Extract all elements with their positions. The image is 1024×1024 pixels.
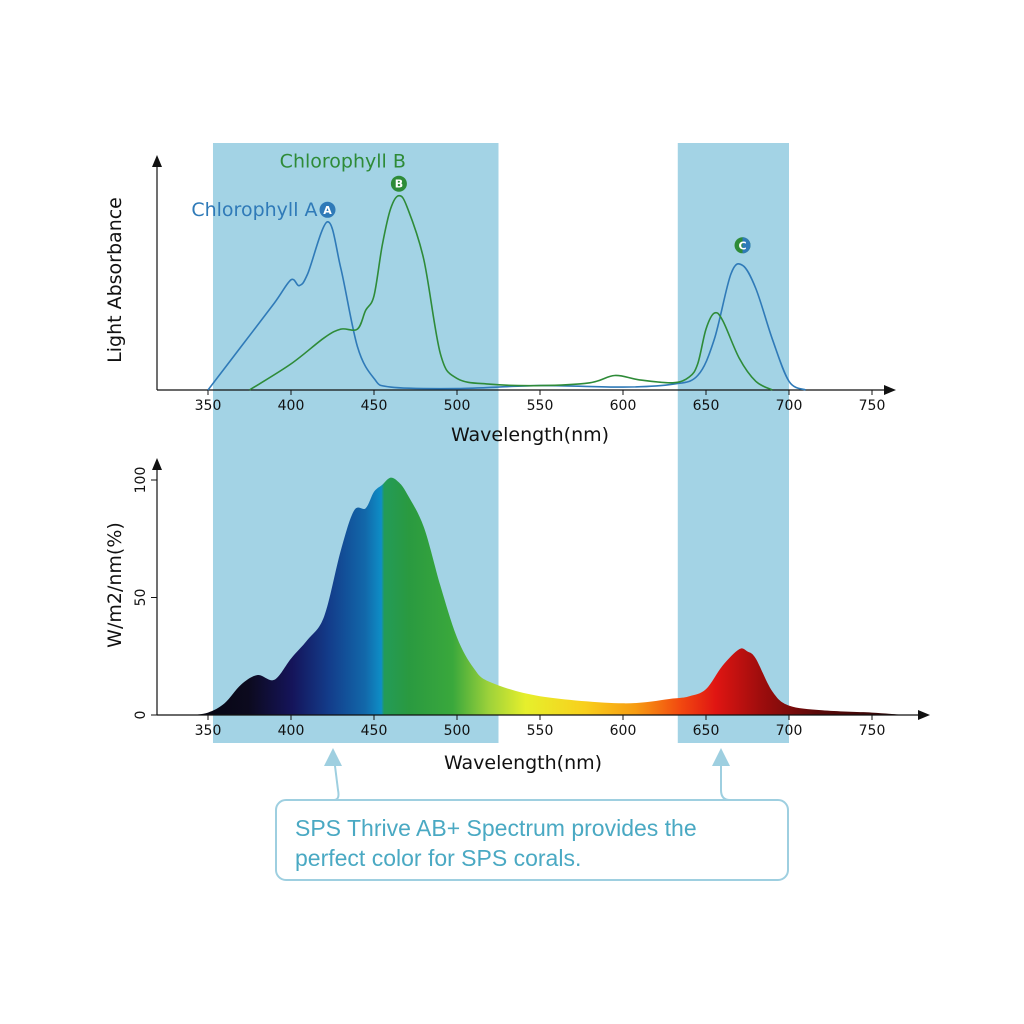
marker-b-icon (390, 175, 407, 192)
top-x-tick-label: 350 (195, 398, 222, 414)
top-x-tick-label: 650 (693, 398, 720, 414)
bottom-x-tick-label: 350 (195, 723, 222, 739)
bottom-x-tick-label: 750 (859, 723, 886, 739)
bottom-y-tick-label: 50 (133, 589, 149, 607)
top-x-axis-title: Wavelength(nm) (451, 424, 609, 446)
bottom-y-axis-title: W/m2/nm(%) (104, 522, 126, 648)
bottom-x-axis-arrow (918, 710, 930, 720)
callout: SPS Thrive AB+ Spectrum provides the per… (275, 748, 789, 881)
bottom-x-axis-title: Wavelength(nm) (444, 752, 602, 774)
series-line-a (207, 221, 806, 391)
series-label-b: Chlorophyll B (280, 151, 406, 173)
marker-c-half (742, 237, 751, 254)
callout-arrow-left-head (324, 748, 342, 766)
series-line-b (249, 194, 773, 391)
bottom-y-axis-arrow (152, 458, 162, 470)
marker-a-icon (319, 201, 336, 218)
bottom-x-tick-label: 500 (444, 723, 471, 739)
callout-arrow-right-head (712, 748, 730, 766)
top-x-tick-label: 500 (444, 398, 471, 414)
spectrum-chart: 350 400 450 500 550 600 650 700 750 0 50 100 Wavele… (104, 458, 930, 774)
top-x-axis-arrow (884, 385, 896, 395)
top-x-tick-label: 450 (361, 398, 388, 414)
spectrum-area (191, 477, 906, 715)
series-label-a: Chlorophyll A (191, 199, 317, 221)
bottom-x-tick-label: 600 (610, 723, 637, 739)
top-x-tick-label: 550 (527, 398, 554, 414)
marker-a-letter: A (323, 204, 332, 217)
bottom-y-tick-label: 0 (133, 711, 149, 720)
callout-text-line2: perfect color for SPS corals. (295, 845, 581, 871)
callout-box (275, 799, 789, 881)
top-y-axis-arrow (152, 155, 162, 167)
marker-c-letter: C (738, 239, 746, 252)
bottom-x-tick-label: 400 (278, 723, 305, 739)
top-x-tick-label: 600 (610, 398, 637, 414)
bottom-x-tick-label: 550 (527, 723, 554, 739)
top-y-axis-title: Light Absorbance (104, 197, 126, 363)
bottom-x-tick-label: 700 (776, 723, 803, 739)
highlight-band-2 (677, 143, 789, 743)
top-x-tick-label: 750 (859, 398, 886, 414)
bottom-x-tick-label: 650 (693, 723, 720, 739)
marker-b-letter: B (395, 178, 403, 191)
callout-text-line1: SPS Thrive AB+ Spectrum provides the (295, 815, 697, 841)
bottom-y-tick-label: 100 (133, 467, 149, 494)
bottom-x-tick-label: 450 (361, 723, 388, 739)
top-x-tick-label: 700 (776, 398, 803, 414)
absorbance-chart: 350 400 450 500 550 600 650 700 750 A Chlorophyll… (104, 151, 896, 446)
top-x-tick-label: 400 (278, 398, 305, 414)
